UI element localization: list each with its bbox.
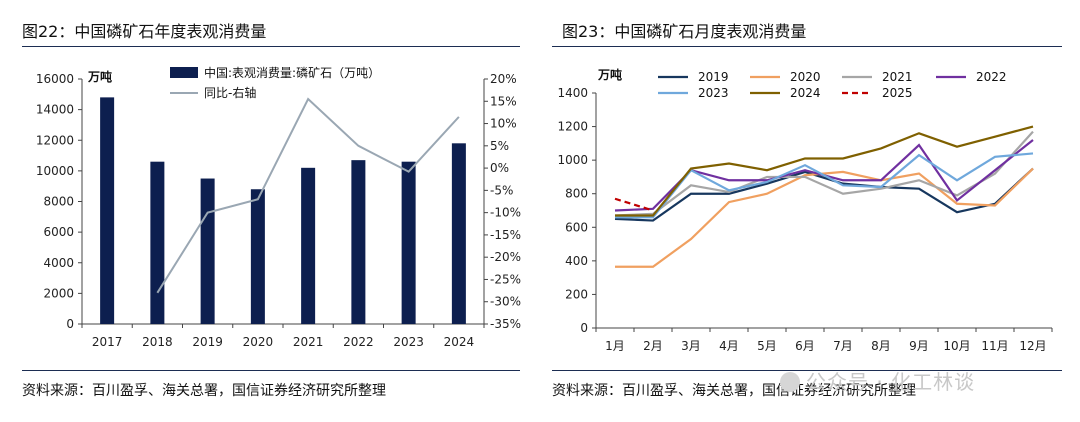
series-line-2024 — [615, 125, 1034, 217]
y-tick-label: 10000 — [36, 164, 74, 178]
x-tick-label: 2024 — [444, 335, 475, 349]
series-line-2025 — [614, 197, 654, 212]
x-tick-label: 2020 — [243, 335, 274, 349]
x-tick-label: 2017 — [92, 335, 123, 349]
y2-tick-label: -25% — [490, 272, 521, 286]
x-tick-label: 2019 — [192, 335, 223, 349]
annual-consumption-chart: 0 2000 4000 6000 8000 10000 12000 14000 16000 -35… — [36, 65, 521, 349]
series-line-2020 — [615, 167, 1034, 268]
bar-2018 — [150, 161, 165, 324]
monthly-chart-source: 资料来源：百川盈孚、海关总署，国信证券经济研究所整理 — [552, 383, 916, 399]
y2-tick-label: 0% — [490, 161, 509, 175]
y2-tick-label: 15% — [490, 94, 517, 108]
wechat-icon — [780, 372, 800, 392]
x-tick-label: 12月 — [1019, 339, 1046, 353]
legend-label-2020: 2020 — [790, 70, 821, 84]
bar-2021 — [301, 167, 316, 324]
bar-2017 — [100, 97, 115, 324]
watermark-text: 公众号 · 化工林谈 — [806, 370, 976, 394]
y-tick-label: 12000 — [36, 133, 74, 147]
y-unit-label: 万吨 — [597, 67, 622, 82]
source-rule — [552, 370, 1062, 371]
y-tick-label: 800 — [565, 187, 588, 201]
monthly-consumption-panel: 图23：中国磷矿石月度表观消费量 0 200 400 600 800 1000 1200 14… — [540, 0, 1080, 422]
y-tick-label: 1400 — [557, 86, 588, 100]
y2-tick-label: -20% — [490, 250, 521, 264]
legend-label-2022: 2022 — [976, 70, 1007, 84]
series-line-2019 — [614, 167, 1034, 222]
y-tick-label: 1200 — [557, 120, 588, 134]
y2-tick-label: -15% — [490, 228, 521, 242]
y-unit-label: 万吨 — [87, 69, 112, 84]
y-tick-label: 16000 — [36, 72, 74, 86]
bar-2020 — [250, 189, 265, 324]
annual-chart-title: 图22：中国磷矿石年度表观消费量 — [22, 22, 267, 41]
y2-tick-label: 5% — [490, 139, 509, 153]
monthly-consumption-chart: 0 200 400 600 800 1000 1200 1400 1月 2月 3月 4月 5月 6月 7月 8… — [557, 67, 1053, 353]
legend-label-2021: 2021 — [882, 70, 913, 84]
annual-chart-source: 资料来源：百川盈孚、海关总署，国信证券经济研究所整理 — [22, 383, 386, 399]
y2-tick-label: 10% — [490, 117, 517, 131]
title-rule — [22, 46, 520, 47]
x-tick-label: 3月 — [681, 339, 701, 353]
bar-2019 — [200, 178, 215, 324]
legend-bar-swatch — [170, 67, 198, 78]
x-tick-label: 6月 — [795, 339, 815, 353]
x-tick-label: 7月 — [833, 339, 853, 353]
x-tick-label: 2021 — [293, 335, 324, 349]
x-tick-label: 2月 — [643, 339, 663, 353]
y2-tick-label: -30% — [490, 295, 521, 309]
y-tick-label: 400 — [565, 254, 588, 268]
x-tick-label: 11月 — [981, 339, 1008, 353]
y-tick-label: 1000 — [557, 153, 588, 167]
legend-label-2019: 2019 — [698, 70, 729, 84]
x-tick-label: 4月 — [719, 339, 739, 353]
watermark: 公众号 · 化工林谈 — [780, 366, 975, 395]
annual-consumption-panel: 图22：中国磷矿石年度表观消费量 0 2000 4000 6000 8000 10000 1… — [22, 22, 521, 399]
x-tick-label: 2022 — [343, 335, 374, 349]
legend-label-2024: 2024 — [790, 86, 821, 100]
y-tick-label: 4000 — [43, 256, 74, 270]
y-tick-label: 8000 — [43, 195, 74, 209]
y2-tick-label: 20% — [490, 72, 517, 86]
legend-bar-label: 中国:表观消费量:磷矿石（万吨） — [204, 65, 380, 80]
title-rule — [552, 46, 1062, 47]
x-tick-label: 9月 — [909, 339, 929, 353]
y-tick-label: 0 — [580, 321, 588, 335]
x-tick-label: 10月 — [943, 339, 970, 353]
x-tick-label: 5月 — [757, 339, 777, 353]
legend-label-2025: 2025 — [882, 86, 913, 100]
yoy-line — [156, 97, 460, 294]
bar-2024 — [451, 143, 466, 324]
y-tick-label: 600 — [565, 220, 588, 234]
x-tick-label: 2018 — [142, 335, 173, 349]
monthly-chart-title: 图23：中国磷矿石月度表观消费量 — [562, 22, 807, 41]
y-tick-label: 200 — [565, 287, 588, 301]
y-tick-label: 14000 — [36, 103, 74, 117]
y-tick-label: 2000 — [43, 286, 74, 300]
x-tick-label: 1月 — [605, 339, 625, 353]
y-tick-label: 6000 — [43, 225, 74, 239]
legend-label-2023: 2023 — [698, 86, 729, 100]
y2-tick-label: -5% — [490, 183, 513, 197]
y2-tick-label: -35% — [490, 317, 521, 331]
x-tick-label: 2023 — [393, 335, 424, 349]
source-rule — [22, 370, 520, 371]
legend-line-label: 同比-右轴 — [204, 85, 256, 100]
bar-2023 — [401, 161, 416, 324]
series-line-2021 — [614, 130, 1034, 217]
y2-tick-label: -10% — [490, 206, 521, 220]
x-tick-label: 8月 — [871, 339, 891, 353]
y-tick-label: 0 — [66, 317, 74, 331]
bar-2022 — [351, 160, 366, 324]
